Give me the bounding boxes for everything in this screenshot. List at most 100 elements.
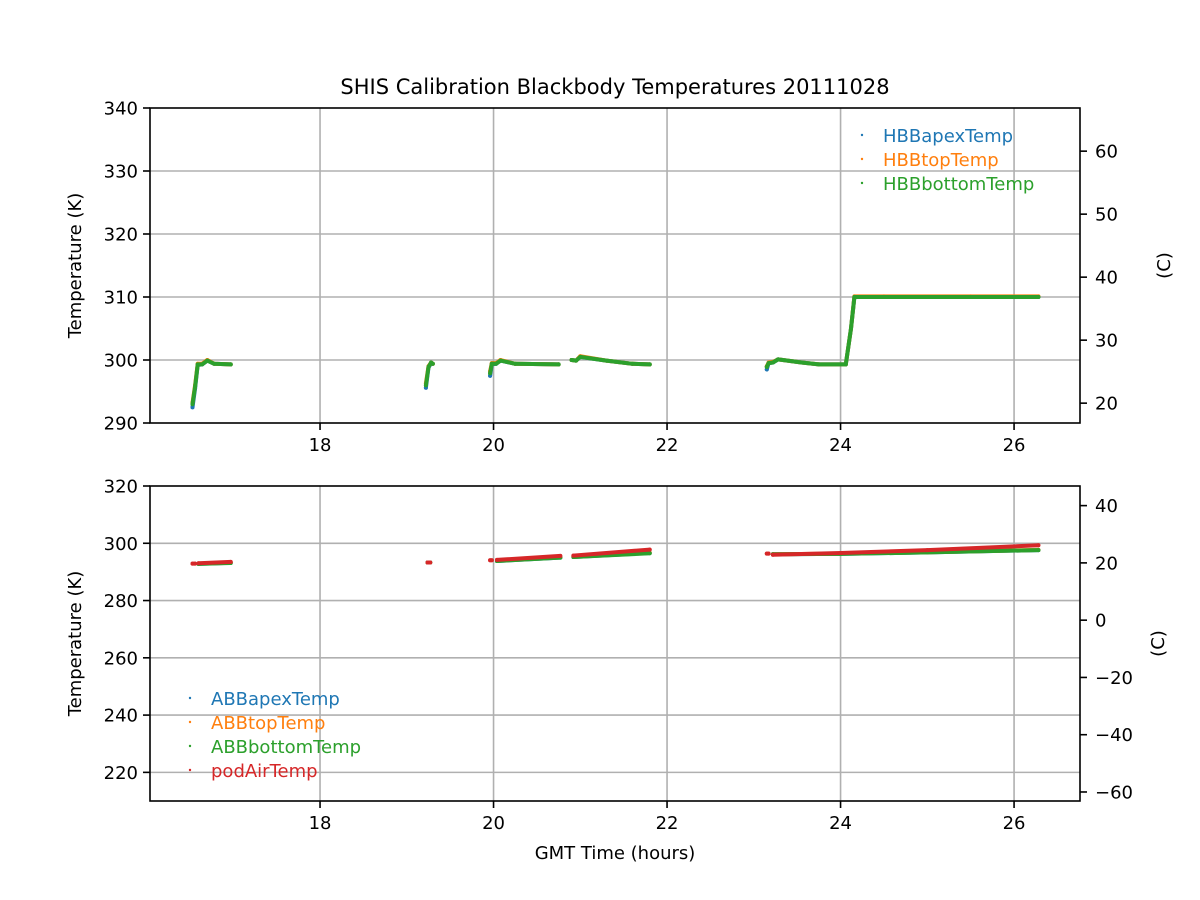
data-point xyxy=(843,362,848,367)
legend-entry: HBBapexTemp xyxy=(883,126,1013,147)
x-tick-label: 26 xyxy=(1003,813,1026,834)
y-tick-label: 330 xyxy=(104,162,138,183)
data-point xyxy=(766,551,771,556)
data-point xyxy=(647,551,652,556)
data-point xyxy=(193,384,198,389)
legend-entry: ABBbottomTemp xyxy=(211,737,361,758)
legend-entry: podAirTemp xyxy=(211,761,318,782)
data-point xyxy=(558,553,563,558)
right-y-tick-label: 40 xyxy=(1095,496,1118,517)
data-point xyxy=(200,362,205,367)
legend-marker xyxy=(188,744,192,748)
top-y-axis-label: Temperature (K) xyxy=(65,193,86,340)
data-series-trace xyxy=(196,559,233,566)
top-series xyxy=(190,294,1041,410)
bottom-grid xyxy=(150,486,1080,801)
data-point xyxy=(426,364,431,369)
series-HBBapexTemp xyxy=(190,295,1041,410)
data-point xyxy=(816,362,821,367)
data-point xyxy=(195,362,200,367)
data-point xyxy=(571,553,576,558)
y-tick-label: 310 xyxy=(104,288,138,309)
data-point xyxy=(228,559,233,564)
data-point xyxy=(556,362,561,367)
data-point xyxy=(196,561,201,566)
data-series-trace xyxy=(190,358,233,407)
y-tick-label: 320 xyxy=(104,477,138,498)
data-point xyxy=(428,560,433,565)
x-tick-label: 20 xyxy=(482,813,505,834)
right-y-tick-label: 0 xyxy=(1095,611,1106,632)
top-ticks: 18 20 22 24 26 290 300 310 320 330 340 20 30 40 50 60 xyxy=(104,99,1118,457)
data-point xyxy=(925,548,930,553)
data-point xyxy=(190,405,195,410)
right-y-tick-label: 40 xyxy=(1095,268,1118,289)
bottom-series xyxy=(190,543,1041,566)
legend-entry: HBBtopTemp xyxy=(883,150,999,171)
data-point xyxy=(489,361,494,366)
data-point xyxy=(1036,543,1041,548)
data-series-trace xyxy=(571,547,652,558)
data-point xyxy=(776,357,781,362)
data-point xyxy=(190,402,195,407)
legend-entry: HBBbottomTemp xyxy=(883,174,1034,195)
data-series-trace xyxy=(770,543,1041,557)
data-point xyxy=(212,361,217,366)
data-point xyxy=(604,358,609,363)
data-point xyxy=(770,360,775,365)
data-point xyxy=(569,358,574,362)
legend-marker xyxy=(188,696,192,700)
series-podAirTemp xyxy=(190,543,1041,566)
data-series-trace xyxy=(764,295,1041,372)
data-point xyxy=(852,295,857,299)
data-point xyxy=(1036,295,1041,299)
data-point xyxy=(495,557,499,562)
x-axis-label: GMT Time (hours) xyxy=(535,843,696,864)
legend-marker xyxy=(860,133,864,137)
bottom-axes-frame xyxy=(149,485,1081,802)
top-right-y-axis-label: (C) xyxy=(1154,252,1175,279)
data-point xyxy=(494,361,499,366)
top-legend: HBBapexTemp HBBtopTemp HBBbottomTemp xyxy=(860,126,1034,195)
x-tick-label: 24 xyxy=(829,435,852,456)
data-point xyxy=(647,362,652,367)
y-tick-label: 300 xyxy=(104,351,138,372)
y-tick-label: 320 xyxy=(104,225,138,246)
x-tick-label: 22 xyxy=(656,435,679,456)
data-series-trace xyxy=(764,295,1041,369)
right-y-tick-label: −20 xyxy=(1095,668,1133,689)
data-point xyxy=(513,361,518,366)
legend-marker xyxy=(860,157,864,161)
x-tick-label: 18 xyxy=(309,813,332,834)
legend-entry: ABBapexTemp xyxy=(211,689,340,710)
data-point xyxy=(578,354,583,359)
right-y-tick-label: −40 xyxy=(1095,725,1133,746)
y-tick-label: 340 xyxy=(104,99,138,120)
bottom-y-axis-label: Temperature (K) xyxy=(65,571,86,718)
y-tick-label: 300 xyxy=(104,534,138,555)
x-tick-label: 26 xyxy=(1003,435,1026,456)
right-y-tick-label: −60 xyxy=(1095,782,1133,803)
data-point xyxy=(430,361,435,366)
data-point xyxy=(423,383,428,388)
legend-marker xyxy=(188,720,192,724)
y-tick-label: 290 xyxy=(104,414,138,435)
data-point xyxy=(228,362,233,367)
data-series-trace xyxy=(764,294,1041,369)
data-point xyxy=(488,371,493,376)
y-tick-label: 220 xyxy=(104,763,138,784)
y-tick-label: 280 xyxy=(104,591,138,612)
data-point xyxy=(205,358,210,363)
data-point xyxy=(574,358,578,363)
data-point xyxy=(849,326,853,331)
x-tick-label: 22 xyxy=(656,813,679,834)
data-point xyxy=(489,558,494,563)
bottom-legend: ABBapexTemp ABBtopTemp ABBbottomTemp podAir… xyxy=(188,689,361,782)
legend-entry: ABBtopTemp xyxy=(211,713,325,734)
data-point xyxy=(881,295,886,299)
legend-marker xyxy=(860,181,864,185)
data-point xyxy=(764,364,769,369)
top-axes-frame xyxy=(149,107,1081,424)
series-HBBtopTemp xyxy=(190,294,1041,405)
